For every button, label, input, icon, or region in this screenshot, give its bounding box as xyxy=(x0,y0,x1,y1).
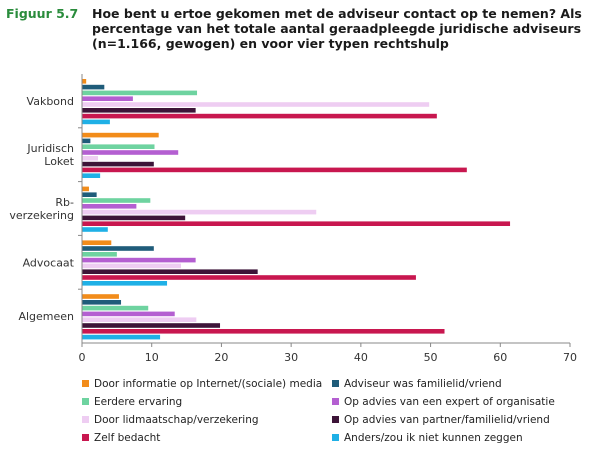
legend-label: Zelf bedacht xyxy=(94,432,161,444)
x-tick-label: 30 xyxy=(284,351,298,364)
bar xyxy=(82,84,105,90)
legend-swatch xyxy=(82,434,89,441)
bar xyxy=(82,252,117,257)
category-label: Algemeen xyxy=(18,310,74,323)
bar xyxy=(82,186,89,192)
bar xyxy=(82,281,168,286)
x-tick-label: 20 xyxy=(214,351,228,364)
bar xyxy=(82,221,511,226)
category-label: Juridisch Loket xyxy=(26,142,74,168)
bar xyxy=(82,263,181,269)
bar xyxy=(82,269,258,274)
bar xyxy=(82,300,122,305)
x-tick-label: 40 xyxy=(354,351,368,364)
bar xyxy=(82,305,149,311)
legend-swatch xyxy=(82,398,89,405)
bar xyxy=(82,150,179,155)
chart-title: Hoe bent u ertoe gekomen met de adviseur… xyxy=(92,6,582,51)
bar xyxy=(82,257,196,263)
bar xyxy=(82,132,159,138)
legend-label: Door lidmaatschap/verzekering xyxy=(94,414,259,426)
bar xyxy=(82,317,197,322)
bar xyxy=(82,79,87,84)
legend-item: Door lidmaatschap/verzekering xyxy=(82,414,259,426)
legend-item: Eerdere ervaring xyxy=(82,396,182,408)
legend-item: Op advies van een expert of organisatie xyxy=(332,396,555,408)
category-label: Vakbond xyxy=(27,95,74,108)
figure-label: Figuur 5.7 xyxy=(6,6,79,21)
bar xyxy=(82,173,101,178)
bar xyxy=(82,90,198,96)
bar xyxy=(82,246,154,251)
bar xyxy=(82,275,416,280)
legend-item: Op advies van partner/familielid/vriend xyxy=(332,414,550,426)
bar xyxy=(82,227,108,232)
legend-swatch xyxy=(332,398,339,405)
bar xyxy=(82,329,445,334)
bar xyxy=(82,167,467,173)
legend-swatch xyxy=(82,380,89,387)
legend-item: Zelf bedacht xyxy=(82,432,160,444)
bar xyxy=(82,215,186,221)
bar xyxy=(82,96,133,101)
legend-label: Door informatie op Internet/(sociale) me… xyxy=(94,378,323,390)
x-tick-label: 60 xyxy=(493,351,507,364)
legend-label: Eerdere ervaring xyxy=(94,396,183,408)
bar xyxy=(82,209,317,215)
bar xyxy=(82,138,91,144)
bar xyxy=(82,144,155,149)
legend-label: Adviseur was familielid/vriend xyxy=(344,378,502,390)
legend-label: Op advies van partner/familielid/vriend xyxy=(344,414,550,426)
legend-swatch xyxy=(332,416,339,423)
bar xyxy=(82,204,137,209)
category-label: Advocaat xyxy=(23,256,75,269)
bar xyxy=(82,311,175,317)
bar xyxy=(82,198,151,203)
category-label: Rb-verzekering xyxy=(9,196,74,222)
x-tick-label: 70 xyxy=(563,351,577,364)
bar xyxy=(82,323,221,328)
bar xyxy=(82,113,437,119)
legend-swatch xyxy=(82,416,89,423)
legend-item: Door informatie op Internet/(sociale) me… xyxy=(82,378,322,390)
bar xyxy=(82,119,110,125)
bar xyxy=(82,334,161,340)
bar xyxy=(82,161,154,167)
bar xyxy=(82,108,196,113)
legend-item: Anders/zou ik niet kunnen zeggen xyxy=(332,432,523,444)
x-tick-label: 0 xyxy=(79,351,86,364)
legend-item: Adviseur was familielid/vriend xyxy=(332,378,502,390)
bar xyxy=(82,156,99,161)
bar xyxy=(82,240,112,245)
bar xyxy=(82,102,430,107)
legend-label: Op advies van een expert of organisatie xyxy=(344,396,555,408)
bar xyxy=(82,294,119,299)
legend-swatch xyxy=(332,380,339,387)
legend-swatch xyxy=(332,434,339,441)
x-tick-label: 50 xyxy=(424,351,438,364)
x-tick-label: 10 xyxy=(145,351,159,364)
bar xyxy=(82,192,97,197)
legend-label: Anders/zou ik niet kunnen zeggen xyxy=(344,432,523,444)
